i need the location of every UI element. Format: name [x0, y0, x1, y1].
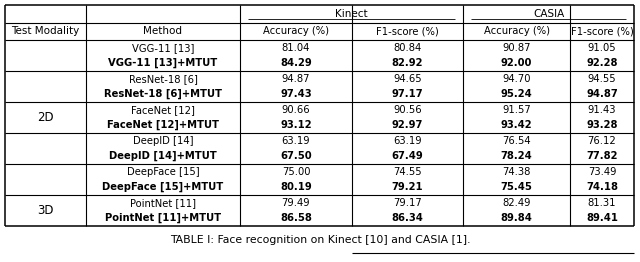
Text: 74.38: 74.38 [502, 167, 531, 177]
Text: 63.19: 63.19 [393, 136, 422, 146]
Text: 92.97: 92.97 [392, 120, 423, 130]
Text: Kinect: Kinect [335, 9, 368, 19]
Text: 3D: 3D [37, 204, 54, 217]
Text: 75.45: 75.45 [500, 182, 532, 192]
Text: 79.17: 79.17 [393, 198, 422, 208]
Text: TABLE I: Face recognition on Kinect [10] and CASIA [1].: TABLE I: Face recognition on Kinect [10]… [170, 235, 470, 245]
Text: PointNet [11]+MTUT: PointNet [11]+MTUT [105, 213, 221, 223]
Text: F1-score (%): F1-score (%) [571, 26, 634, 36]
Text: 94.87: 94.87 [282, 74, 310, 84]
Text: 84.29: 84.29 [280, 58, 312, 68]
Text: DeepID [14]: DeepID [14] [132, 136, 193, 146]
Text: 90.56: 90.56 [393, 105, 422, 115]
Text: 90.66: 90.66 [282, 105, 310, 115]
Text: 73.49: 73.49 [588, 167, 616, 177]
Text: VGG-11 [13]+MTUT: VGG-11 [13]+MTUT [108, 58, 218, 68]
Text: 95.24: 95.24 [500, 89, 532, 99]
Text: DeepID [14]+MTUT: DeepID [14]+MTUT [109, 151, 217, 161]
Text: F1-score (%): F1-score (%) [376, 26, 439, 36]
Text: 78.24: 78.24 [500, 151, 532, 161]
Text: 94.87: 94.87 [586, 89, 618, 99]
Text: 67.49: 67.49 [392, 151, 424, 161]
Text: Method: Method [143, 26, 182, 36]
Text: 86.34: 86.34 [392, 213, 424, 223]
Text: FaceNet [12]+MTUT: FaceNet [12]+MTUT [107, 120, 219, 130]
Text: 97.17: 97.17 [392, 89, 423, 99]
Text: VGG-11 [13]: VGG-11 [13] [132, 43, 194, 53]
Text: 67.50: 67.50 [280, 151, 312, 161]
Text: 91.43: 91.43 [588, 105, 616, 115]
Text: Test Modality: Test Modality [12, 26, 79, 36]
Text: ResNet-18 [6]: ResNet-18 [6] [129, 74, 197, 84]
Text: 80.84: 80.84 [394, 43, 422, 53]
Text: 89.84: 89.84 [500, 213, 532, 223]
Text: 93.12: 93.12 [280, 120, 312, 130]
Text: DeepFace [15]: DeepFace [15] [127, 167, 199, 177]
Text: FaceNet [12]: FaceNet [12] [131, 105, 195, 115]
Text: CASIA: CASIA [533, 9, 564, 19]
Text: 91.05: 91.05 [588, 43, 616, 53]
Text: 2D: 2D [37, 111, 54, 124]
Text: 77.82: 77.82 [586, 151, 618, 161]
Text: 81.04: 81.04 [282, 43, 310, 53]
Text: 80.19: 80.19 [280, 182, 312, 192]
Text: 79.49: 79.49 [282, 198, 310, 208]
Text: 82.92: 82.92 [392, 58, 423, 68]
Text: 94.70: 94.70 [502, 74, 531, 84]
Text: 82.49: 82.49 [502, 198, 531, 208]
Text: 76.54: 76.54 [502, 136, 531, 146]
Text: 63.19: 63.19 [282, 136, 310, 146]
Text: 89.41: 89.41 [586, 213, 618, 223]
Text: 74.55: 74.55 [393, 167, 422, 177]
Text: 90.87: 90.87 [502, 43, 531, 53]
Text: 86.58: 86.58 [280, 213, 312, 223]
Text: 93.42: 93.42 [500, 120, 532, 130]
Text: 79.21: 79.21 [392, 182, 423, 192]
Text: 94.65: 94.65 [393, 74, 422, 84]
Text: 97.43: 97.43 [280, 89, 312, 99]
Text: PointNet [11]: PointNet [11] [130, 198, 196, 208]
Text: 92.00: 92.00 [501, 58, 532, 68]
Text: 91.57: 91.57 [502, 105, 531, 115]
Text: DeepFace [15]+MTUT: DeepFace [15]+MTUT [102, 182, 223, 192]
Text: 93.28: 93.28 [586, 120, 618, 130]
Text: 81.31: 81.31 [588, 198, 616, 208]
Text: 76.12: 76.12 [588, 136, 616, 146]
Text: Accuracy (%): Accuracy (%) [483, 26, 550, 36]
Text: 92.28: 92.28 [586, 58, 618, 68]
Text: 94.55: 94.55 [588, 74, 616, 84]
Text: 74.18: 74.18 [586, 182, 618, 192]
Text: ResNet-18 [6]+MTUT: ResNet-18 [6]+MTUT [104, 89, 222, 99]
Text: Accuracy (%): Accuracy (%) [263, 26, 329, 36]
Text: 75.00: 75.00 [282, 167, 310, 177]
